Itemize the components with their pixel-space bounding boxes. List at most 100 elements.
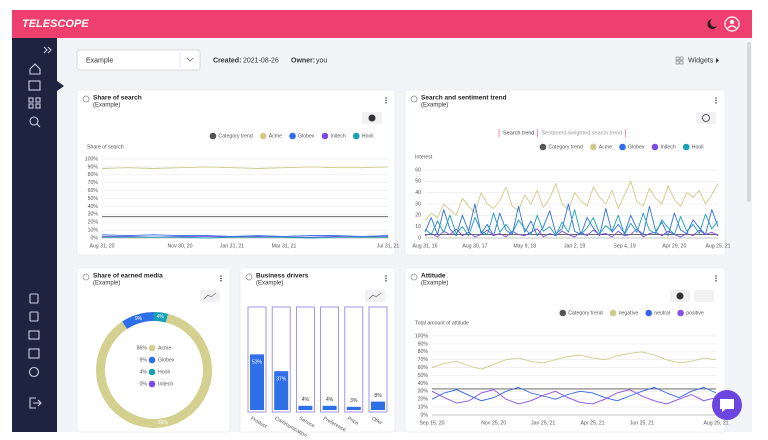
widgets-icon [679,56,684,61]
widgets-icon[interactable] [35,97,41,103]
legend-swatch [148,344,156,352]
widgets-icon [675,60,680,65]
legend-swatch[interactable] [539,143,547,151]
bar-frame [320,306,340,413]
legend-label: Acme [269,133,282,139]
dashboard-grid: Share of search(Example)Category trend Ac… [76,89,731,439]
y-tick-label: 80% [418,349,429,355]
home-icon[interactable] [29,63,41,75]
legend-swatch[interactable] [609,309,617,317]
bar [371,401,385,410]
slice-label: 86% [158,420,169,426]
bar-frame [344,306,364,413]
widget-title: Share of search [93,95,142,102]
menu-dot[interactable] [220,277,222,280]
series-line [431,351,717,370]
logout-icon[interactable] [29,397,42,409]
tool-icon[interactable] [28,366,40,378]
y-tick-label: 50% [418,373,429,379]
menu-dot [385,102,387,104]
chart-toggle-icon [203,292,217,300]
series-line [424,209,719,237]
bar-value-label: 53% [252,360,263,366]
menu-dot [385,280,387,282]
widget-title: Search and sentiment trend [421,95,507,102]
legend-label: Initech [158,381,173,387]
series-line [431,386,717,402]
y-tick-label: 90% [418,341,429,347]
legend-swatch[interactable] [589,143,597,151]
legend-swatch[interactable] [559,309,567,317]
series-line [101,166,389,169]
widget-subtitle: (Example) [256,281,283,287]
tool-icon[interactable] [28,348,40,359]
x-tick-label: Sep 15, 20 [419,420,444,426]
bar-value-label: 4% [302,397,310,403]
view-toggle-icon [676,292,684,300]
widgets-icon[interactable] [35,103,41,109]
bar-frame [295,306,315,413]
legend-swatch[interactable] [645,309,653,317]
x-tick-label: Mar 31, 21 [272,243,297,249]
x-tick-label: Aug 31, 20 [89,243,114,249]
y-tick-label: 30% [88,212,99,218]
widgets-button[interactable]: Widgets [688,57,714,64]
search-icon [36,123,41,128]
search-icon[interactable] [29,116,39,126]
sidebar [12,38,57,432]
user-avatar[interactable] [724,16,740,32]
tool-icon[interactable] [28,330,40,340]
y-tick-label: 50 [415,179,421,185]
widget-title: Share of earned media [93,273,163,280]
menu-dot [715,275,717,277]
legend-swatch[interactable] [682,143,690,151]
y-tick-label: 90% [88,164,99,170]
menu-dot [385,275,387,277]
dashboard-icon[interactable] [28,80,41,91]
y-tick-label: 40% [88,204,99,210]
legend-swatch[interactable] [352,132,360,140]
menu-dot[interactable] [715,277,717,280]
legend-swatch[interactable] [259,132,267,140]
logo[interactable]: TELESCOPE [22,18,89,30]
legend-label: Globex [298,133,315,139]
bar-value-label: 8% [374,393,382,399]
view-toggle[interactable] [696,112,716,124]
legend-label: Hooli [362,133,374,139]
created-label: Created: [213,57,241,64]
tab[interactable]: Search trend [503,130,535,136]
collapse-icon[interactable] [47,46,52,54]
widget-title: Attitude [421,273,446,280]
menu-dot[interactable] [715,99,717,102]
legend-swatch[interactable] [619,143,626,151]
legend-swatch[interactable] [321,132,329,140]
legend-value: 86% [137,345,148,351]
scrollbar[interactable] [747,42,751,202]
legend-swatch[interactable] [209,132,217,140]
y-tick-label: 60% [418,365,429,371]
tab[interactable]: Sentiment-weighted search trend [542,130,623,136]
tool-icon[interactable] [29,293,39,304]
dashboard-select[interactable] [76,49,201,71]
menu-dot[interactable] [385,99,387,102]
legend-swatch[interactable] [289,132,296,140]
theme-toggle[interactable] [707,19,717,29]
x-tick-label: Jun 25, 21 [630,420,654,426]
active-indicator [57,81,64,91]
y-axis-title: Interest [415,154,433,160]
x-tick-label: May 9, 18 [513,243,536,249]
legend-swatch[interactable] [677,309,684,317]
series-line [424,180,719,222]
widgets-icon[interactable] [28,97,34,103]
menu-dot[interactable] [385,277,387,280]
y-tick-label: 40 [415,190,421,196]
view-toggle[interactable] [694,290,714,302]
tool-icon[interactable] [29,311,39,322]
collapse-icon[interactable] [43,46,48,54]
widget-icon [82,273,90,281]
legend-swatch[interactable] [651,143,659,151]
widgets-icon[interactable] [28,103,34,109]
bar-value-label: 37% [276,376,287,382]
